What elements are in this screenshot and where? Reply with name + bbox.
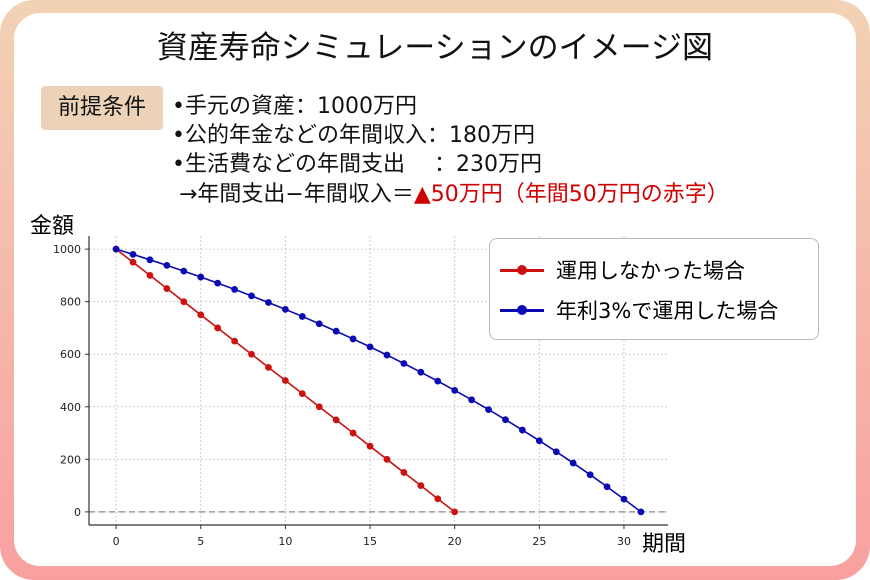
data-point bbox=[231, 337, 238, 345]
x-tick-label: 25 bbox=[532, 535, 546, 548]
data-point bbox=[332, 327, 340, 335]
data-point bbox=[180, 267, 188, 275]
result-prefix: →年間支出−年間収入＝ bbox=[172, 182, 414, 207]
y-tick-label: 600 bbox=[60, 348, 81, 361]
x-axis-label: 期間 bbox=[642, 532, 687, 557]
data-point bbox=[434, 495, 442, 503]
data-point bbox=[569, 459, 577, 467]
data-point bbox=[349, 429, 357, 437]
legend-label: 年利3%で運用した場合 bbox=[556, 299, 779, 323]
data-point bbox=[146, 272, 154, 279]
x-tick-label: 0 bbox=[113, 535, 120, 548]
data-point bbox=[180, 298, 188, 306]
deficit-highlight: ▲50万円（年間50万円の赤字） bbox=[413, 182, 729, 207]
data-point bbox=[485, 406, 492, 414]
legend-item-no-invest: 運用しなかった場合 bbox=[500, 255, 745, 285]
data-point bbox=[451, 508, 459, 516]
data-point bbox=[197, 273, 205, 281]
data-point bbox=[366, 442, 374, 450]
y-tick-label: 1000 bbox=[53, 243, 81, 256]
data-point bbox=[400, 360, 408, 367]
data-point bbox=[248, 350, 255, 358]
premise-badge: 前提条件 bbox=[41, 86, 163, 130]
legend: 運用しなかった場合 年利3%で運用した場合 bbox=[489, 238, 819, 340]
condition-assets: •手元の資産：1000万円 bbox=[172, 94, 417, 119]
data-point bbox=[535, 437, 543, 445]
data-point bbox=[468, 396, 476, 404]
data-point bbox=[332, 416, 340, 424]
data-point bbox=[434, 377, 442, 385]
data-point bbox=[214, 324, 222, 332]
data-point bbox=[586, 471, 594, 479]
data-point bbox=[265, 363, 272, 371]
data-point bbox=[366, 343, 374, 351]
data-point bbox=[603, 483, 611, 491]
y-tick-label: 800 bbox=[60, 296, 81, 309]
y-tick-label: 400 bbox=[60, 401, 81, 414]
data-point bbox=[281, 305, 289, 313]
data-point bbox=[620, 495, 628, 503]
data-point bbox=[383, 455, 391, 463]
data-point bbox=[502, 416, 509, 424]
data-point bbox=[417, 482, 425, 489]
data-point bbox=[519, 426, 526, 434]
data-point bbox=[265, 299, 272, 306]
data-point bbox=[637, 508, 645, 516]
data-point bbox=[552, 448, 560, 456]
x-tick-label: 20 bbox=[448, 535, 462, 548]
condition-expense: •生活費などの年間支出 ：230万円 bbox=[172, 152, 542, 177]
x-tick-label: 10 bbox=[278, 535, 292, 548]
legend-marker-blue bbox=[500, 304, 544, 315]
legend-marker-red bbox=[500, 264, 544, 275]
data-point bbox=[129, 258, 137, 266]
data-point bbox=[400, 469, 408, 476]
data-point bbox=[129, 250, 137, 258]
data-point bbox=[146, 256, 154, 264]
data-point bbox=[281, 377, 289, 384]
x-tick-label: 15 bbox=[363, 535, 377, 548]
data-point bbox=[231, 286, 238, 293]
data-point bbox=[163, 261, 171, 269]
data-point bbox=[451, 386, 459, 394]
data-point bbox=[112, 245, 120, 253]
page-title: 資産寿命シミュレーションのイメージ図 bbox=[156, 30, 714, 66]
x-tick-label: 5 bbox=[197, 535, 204, 548]
x-tick-label: 30 bbox=[617, 535, 631, 548]
data-point bbox=[298, 313, 306, 320]
y-tick-label: 200 bbox=[60, 453, 81, 466]
data-point bbox=[417, 368, 425, 376]
data-point bbox=[163, 285, 171, 292]
legend-label: 運用しなかった場合 bbox=[556, 259, 745, 283]
data-point bbox=[315, 403, 323, 411]
data-point bbox=[315, 320, 323, 328]
condition-result: →年間支出−年間収入＝▲50万円（年間50万円の赤字） bbox=[172, 176, 729, 208]
condition-income: •公的年金などの年間収入：180万円 bbox=[172, 123, 535, 148]
data-point bbox=[298, 390, 306, 398]
data-point bbox=[248, 292, 255, 300]
data-point bbox=[383, 351, 391, 359]
y-tick-label: 0 bbox=[74, 506, 81, 519]
data-point bbox=[197, 311, 205, 319]
legend-item-invest: 年利3%で運用した場合 bbox=[500, 295, 778, 325]
data-point bbox=[214, 279, 222, 287]
data-point bbox=[349, 335, 357, 343]
y-axis-label: 金額 bbox=[30, 214, 75, 239]
